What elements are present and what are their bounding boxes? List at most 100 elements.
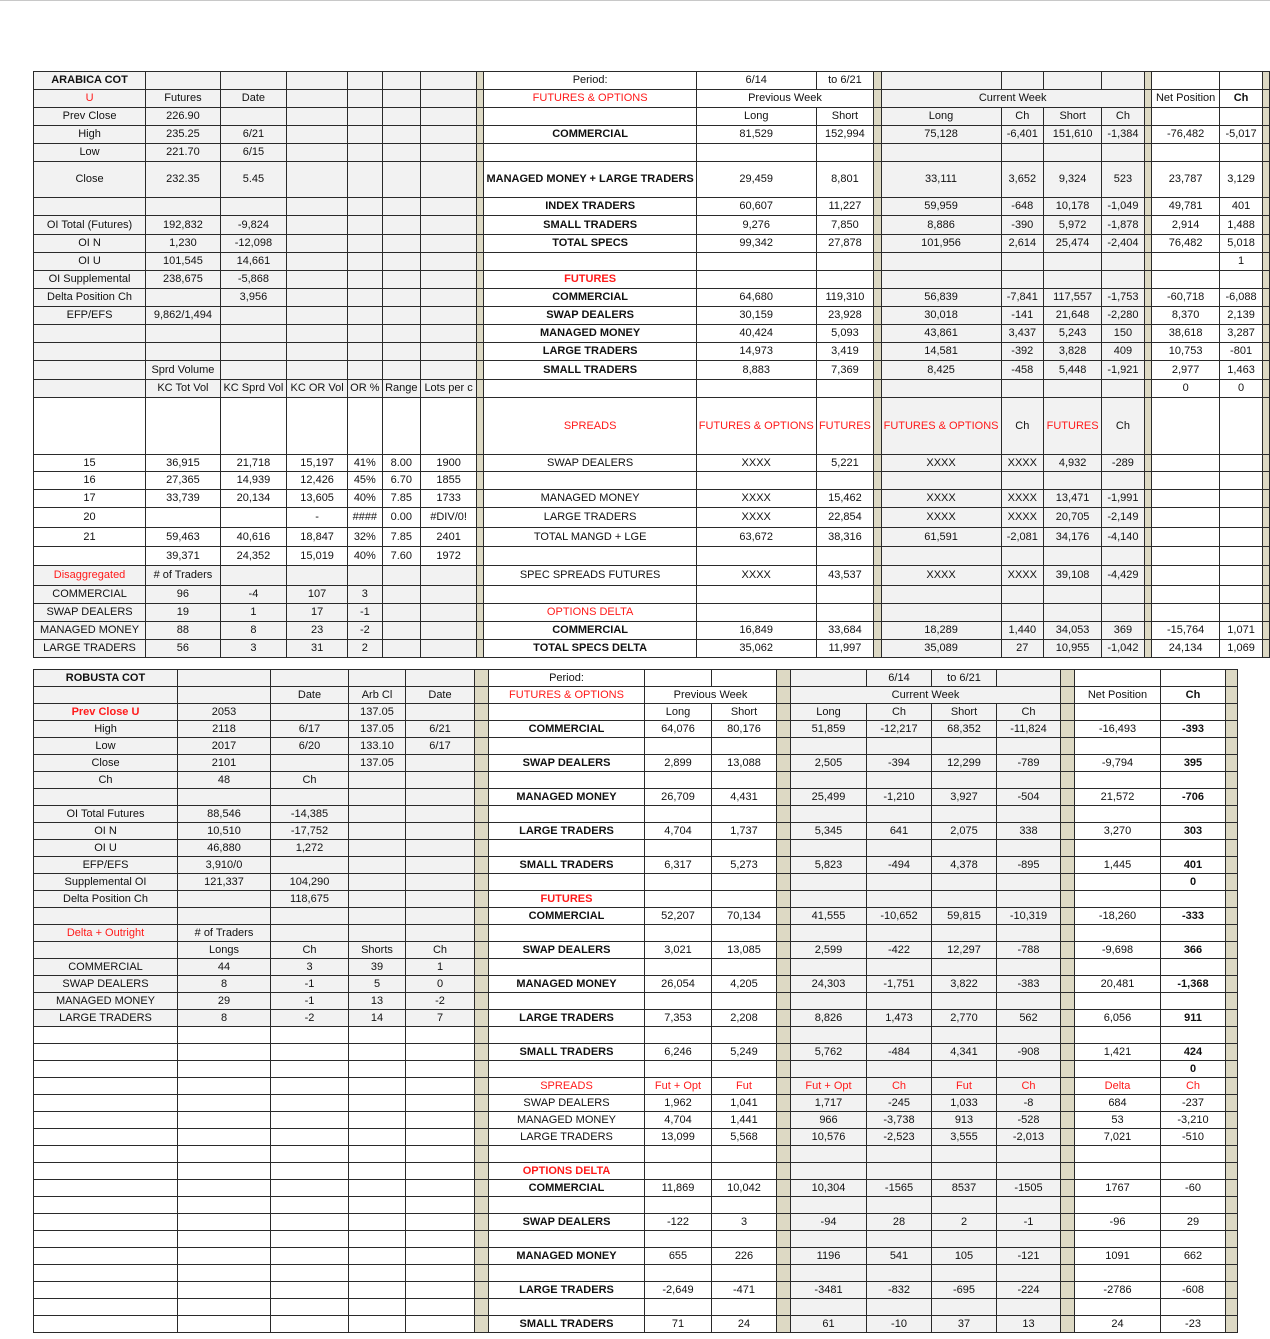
row-label-cell[interactable]: SMALL TRADERS [483,360,697,380]
row-label-cell[interactable] [483,107,697,126]
value-cell[interactable] [695,471,817,490]
value-cell[interactable]: 71 [644,1315,712,1333]
value-cell[interactable]: 27,365 [145,471,221,490]
value-cell[interactable] [866,873,932,891]
value-cell[interactable] [348,1077,406,1095]
value-cell[interactable] [270,1213,349,1231]
value-cell[interactable]: -333 [1160,907,1226,925]
value-cell[interactable]: 76,482 [1151,234,1221,253]
value-cell[interactable]: 8,883 [695,360,817,380]
value-cell[interactable] [405,1196,475,1214]
value-cell[interactable]: 29 [1160,1213,1226,1231]
value-cell[interactable]: -18,260 [1074,907,1161,925]
value-cell[interactable] [270,1060,349,1078]
value-cell[interactable] [219,71,288,90]
value-cell[interactable] [177,1298,271,1316]
row-label-cell[interactable]: 15 [32,454,147,472]
value-cell[interactable]: 3,270 [1074,822,1161,840]
value-cell[interactable] [815,252,875,271]
value-cell[interactable] [348,1179,406,1197]
value-cell[interactable] [145,197,221,216]
value-cell[interactable]: 1767 [1074,1179,1161,1197]
value-cell[interactable] [866,1162,932,1180]
value-cell[interactable] [1151,252,1221,271]
value-cell[interactable]: -2,523 [866,1128,932,1146]
row-label-cell[interactable]: SWAP DEALERS [488,1213,645,1231]
row-label-cell[interactable] [488,1145,645,1163]
value-cell[interactable]: 1733 [420,489,478,508]
value-cell[interactable] [405,873,475,891]
value-cell[interactable] [381,270,422,289]
value-cell[interactable]: 151,610 [1043,125,1103,144]
value-cell[interactable] [381,621,422,640]
value-cell[interactable] [381,125,422,144]
value-cell[interactable] [880,603,1002,622]
row-label-cell[interactable] [483,471,697,490]
value-cell[interactable]: 49,781 [1151,197,1221,216]
value-cell[interactable] [420,324,478,343]
value-cell[interactable]: 64,680 [695,288,817,307]
row-label-cell[interactable]: Ch [33,771,178,789]
value-cell[interactable] [790,1196,867,1214]
value-cell[interactable]: -788 [996,941,1061,959]
value-cell[interactable] [348,839,406,857]
value-cell[interactable]: Fut [711,1077,777,1095]
value-cell[interactable] [1160,958,1226,976]
value-cell[interactable] [711,992,777,1010]
value-cell[interactable] [347,360,383,380]
value-cell[interactable] [695,379,817,398]
value-cell[interactable]: -2,404 [1101,234,1145,253]
value-cell[interactable]: 3,927 [931,788,997,806]
value-cell[interactable] [711,1264,777,1282]
value-cell[interactable] [1074,1196,1161,1214]
value-cell[interactable]: 4,341 [931,1043,997,1061]
value-cell[interactable]: -1,042 [1101,639,1145,658]
value-cell[interactable]: 2,599 [790,941,867,959]
value-cell[interactable]: 13,605 [286,489,349,508]
value-cell[interactable]: 2101 [177,754,271,772]
value-cell[interactable] [866,1196,932,1214]
value-cell[interactable] [381,288,422,307]
value-cell[interactable] [1219,585,1263,604]
value-cell[interactable] [405,754,475,772]
value-cell[interactable]: 137.05 [348,703,406,721]
value-cell[interactable] [348,1315,406,1333]
value-cell[interactable]: 3,956 [219,288,288,307]
value-cell[interactable]: Delta [1074,1077,1161,1095]
value-cell[interactable] [790,669,867,687]
value-cell[interactable] [1101,471,1145,490]
value-cell[interactable]: 1,962 [644,1094,712,1112]
row-label-cell[interactable]: OI N [33,822,178,840]
row-label-cell[interactable]: 21 [32,527,147,547]
value-cell[interactable]: 14,973 [695,342,817,361]
value-cell[interactable] [1151,546,1221,566]
value-cell[interactable] [381,143,422,162]
value-cell[interactable]: 8,826 [790,1009,867,1027]
value-cell[interactable] [790,924,867,942]
value-cell[interactable] [405,1111,475,1129]
value-cell[interactable] [347,125,383,144]
value-cell[interactable]: 29 [177,992,271,1010]
value-cell[interactable] [177,1315,271,1333]
value-cell[interactable]: -895 [996,856,1061,874]
value-cell[interactable]: 56,839 [880,288,1002,307]
value-cell[interactable] [866,1026,932,1044]
value-cell[interactable]: XXXX [695,489,817,508]
value-cell[interactable] [420,360,478,380]
value-cell[interactable]: 1972 [420,546,478,566]
value-cell[interactable]: -76,482 [1151,125,1221,144]
row-label-cell[interactable] [33,1298,178,1316]
value-cell[interactable]: 1,033 [931,1094,997,1112]
value-cell[interactable]: -245 [866,1094,932,1112]
value-cell[interactable]: -14,385 [270,805,349,823]
value-cell[interactable]: 1855 [420,471,478,490]
value-cell[interactable] [420,603,478,622]
row-label-cell[interactable] [488,771,645,789]
value-cell[interactable] [1101,603,1145,622]
value-cell[interactable]: 0 [1219,379,1263,398]
value-cell[interactable] [420,89,478,108]
value-cell[interactable]: -392 [1000,342,1045,361]
value-cell[interactable]: 5.45 [219,161,288,198]
value-cell[interactable] [880,546,1002,566]
value-cell[interactable] [347,342,383,361]
